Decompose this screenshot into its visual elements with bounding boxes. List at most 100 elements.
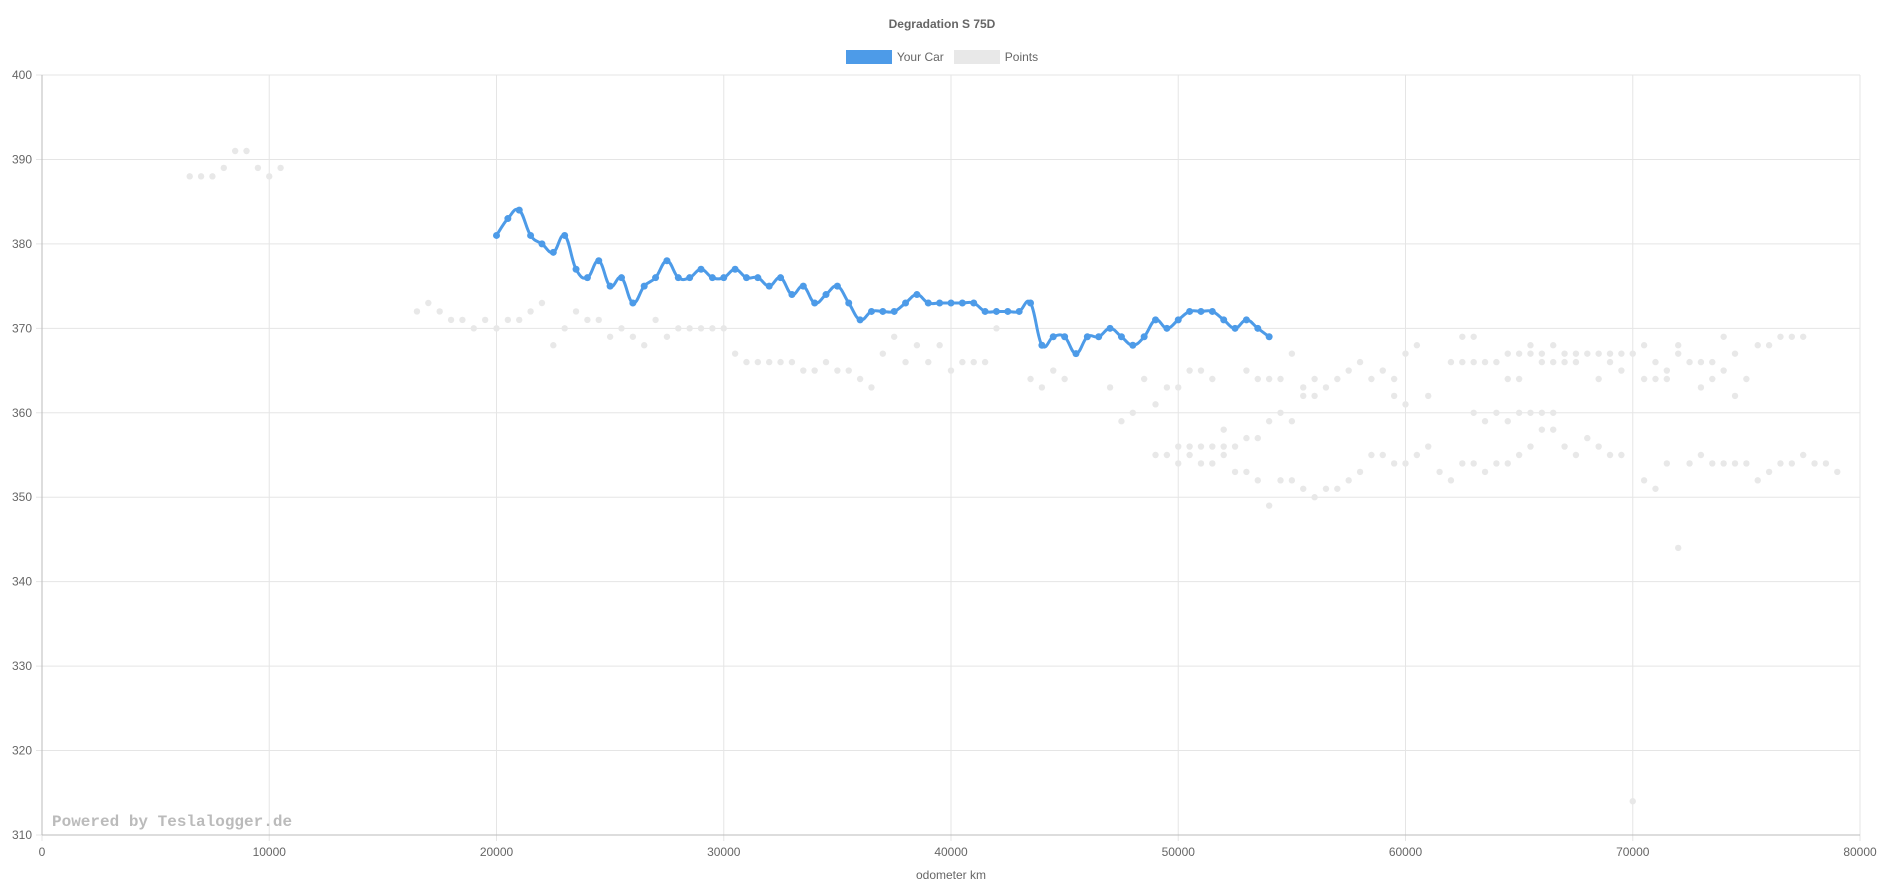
line-point (1254, 324, 1262, 332)
scatter-point (1459, 333, 1466, 340)
legend-label-points: Points (1004, 50, 1039, 64)
series-points (186, 147, 1841, 805)
scatter-point (1413, 451, 1421, 459)
y-tick-label: 340 (12, 575, 32, 589)
line-point (742, 274, 750, 282)
line-point (856, 316, 864, 324)
y-tick-label: 330 (12, 659, 32, 673)
scatter-point (1379, 367, 1386, 374)
scatter-point (1584, 350, 1591, 357)
x-tick-label: 50000 (1162, 845, 1196, 859)
scatter-point (1618, 367, 1625, 374)
x-tick-label: 80000 (1843, 845, 1877, 859)
scatter-point (1675, 342, 1682, 349)
scatter-point (1163, 384, 1171, 391)
line-point (765, 282, 773, 290)
scatter-point (516, 316, 523, 324)
y-tick-label: 310 (12, 828, 32, 842)
line-point (674, 274, 682, 282)
y-tick-label: 320 (12, 744, 32, 758)
legend-item-points[interactable]: Points (953, 50, 1039, 64)
legend-label-your-car: Your Car (896, 50, 944, 64)
scatter-point (1322, 485, 1330, 492)
scatter-point (1709, 375, 1716, 383)
scatter-point (470, 325, 477, 332)
scatter-point (1686, 460, 1693, 467)
legend-swatch-your-car (845, 50, 892, 64)
scatter-point (1493, 460, 1500, 467)
scatter-point (1118, 418, 1125, 425)
scatter-point (1504, 418, 1511, 425)
scatter-point (1152, 451, 1159, 459)
scatter-point (1322, 384, 1330, 391)
scatter-point (1606, 350, 1614, 357)
line-point (549, 248, 557, 256)
scatter-point (1629, 798, 1636, 805)
scatter-point (1731, 392, 1739, 400)
scatter-point (1652, 375, 1659, 383)
scatter-point (834, 367, 841, 374)
line-point (527, 231, 535, 239)
scatter-point (1243, 367, 1250, 374)
scatter-point (1459, 358, 1466, 366)
scatter-point (1277, 477, 1284, 484)
line-point (1083, 333, 1091, 341)
line-point (617, 274, 625, 282)
scatter-point (197, 173, 205, 180)
line-point (890, 307, 898, 315)
scatter-point (913, 342, 921, 349)
x-tick-label: 70000 (1616, 845, 1650, 859)
line-point (1004, 307, 1012, 315)
y-tick-label: 380 (12, 237, 32, 251)
scatter-point (1811, 460, 1818, 467)
scatter-point (1345, 477, 1352, 484)
scatter-point (1652, 358, 1659, 366)
line-point (924, 299, 932, 307)
line-point (788, 291, 796, 299)
scatter-point (1595, 375, 1602, 383)
scatter-point (1572, 358, 1580, 366)
scatter-point (1243, 434, 1250, 442)
scatter-point (1368, 451, 1375, 459)
legend: Your Car Points (0, 50, 1884, 64)
scatter-point (1515, 350, 1523, 357)
scatter-point (1425, 392, 1432, 400)
line-point (833, 282, 841, 290)
scatter-point (1527, 342, 1534, 349)
line-point (663, 257, 671, 265)
scatter-point (1265, 418, 1273, 425)
scatter-point (1175, 460, 1182, 467)
scatter-point (731, 350, 739, 357)
scatter-point (584, 316, 591, 324)
line-point (572, 265, 580, 273)
x-axis-label: odometer km (916, 868, 986, 879)
scatter-point (1572, 350, 1580, 357)
scatter-point (970, 358, 977, 366)
line-point (845, 299, 853, 307)
scatter-point (606, 333, 614, 340)
line-point (1072, 350, 1080, 358)
line-point (1038, 341, 1046, 349)
scatter-point (1300, 384, 1307, 391)
scatter-point (1220, 443, 1227, 450)
scatter-point (1288, 418, 1296, 425)
scatter-point (1777, 333, 1784, 340)
scatter-point (1697, 451, 1705, 459)
scatter-point (1550, 342, 1557, 349)
scatter-point (527, 308, 534, 315)
line-point (686, 274, 694, 282)
scatter-point (1243, 468, 1250, 476)
scatter-point (1356, 468, 1364, 476)
scatter-point (1334, 485, 1341, 492)
y-tick-label: 370 (12, 321, 32, 335)
scatter-point (1515, 375, 1523, 383)
scatter-point (686, 325, 693, 332)
scatter-point (1743, 375, 1750, 383)
scatter-point (1720, 367, 1727, 374)
scatter-point (1368, 375, 1375, 383)
legend-item-your-car[interactable]: Your Car (845, 50, 944, 64)
scatter-point (993, 325, 1000, 332)
line-point (1117, 333, 1125, 341)
series-your-car (493, 206, 1273, 358)
scatter-point (595, 316, 602, 324)
